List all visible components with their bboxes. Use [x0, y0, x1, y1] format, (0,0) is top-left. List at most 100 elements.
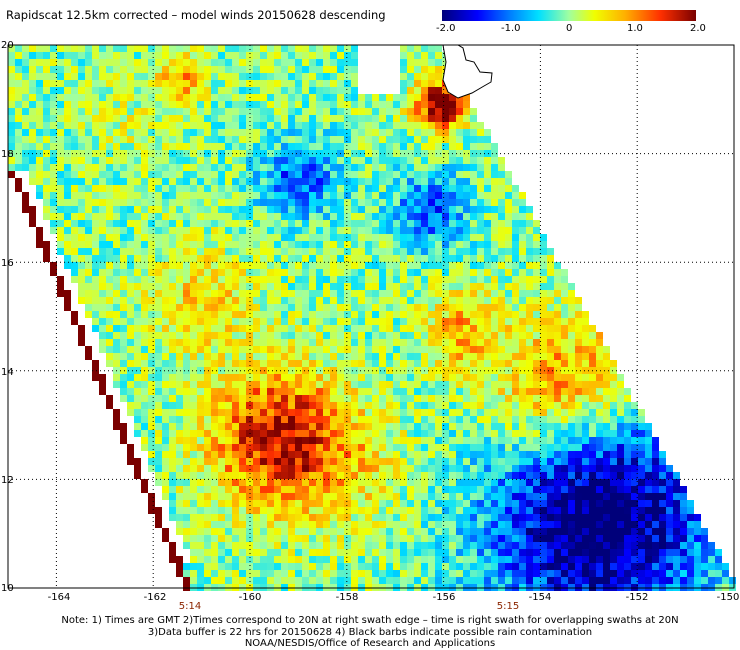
- swath-cell: [316, 122, 323, 129]
- swath-cell: [225, 255, 232, 262]
- swath-cell: [288, 353, 295, 360]
- swath-cell: [232, 416, 239, 423]
- swath-cell: [435, 129, 442, 136]
- swath-cell: [617, 458, 624, 465]
- swath-cell: [393, 241, 400, 248]
- swath-cell: [267, 150, 274, 157]
- swath-cell: [393, 500, 400, 507]
- swath-cell: [246, 80, 253, 87]
- swath-cell: [603, 416, 610, 423]
- swath-cell: [680, 493, 687, 500]
- swath-cell: [211, 514, 218, 521]
- swath-cell: [197, 528, 204, 535]
- swath-cell: [393, 458, 400, 465]
- swath-cell: [78, 164, 85, 171]
- swath-cell: [477, 395, 484, 402]
- swath-cell: [351, 59, 358, 66]
- swath-cell: [253, 500, 260, 507]
- swath-cell: [435, 108, 442, 115]
- swath-cell: [498, 192, 505, 199]
- swath-cell: [113, 192, 120, 199]
- swath-cell: [526, 367, 533, 374]
- swath-cell: [267, 115, 274, 122]
- swath-cell: [435, 332, 442, 339]
- swath-cell: [421, 66, 428, 73]
- swath-cell: [358, 479, 365, 486]
- swath-cell: [162, 528, 169, 535]
- swath-cell: [337, 297, 344, 304]
- swath-cell: [113, 325, 120, 332]
- swath-cell: [337, 290, 344, 297]
- swath-cell: [295, 255, 302, 262]
- swath-cell: [358, 402, 365, 409]
- swath-cell: [22, 101, 29, 108]
- swath-cell: [309, 178, 316, 185]
- swath-cell: [484, 346, 491, 353]
- swath-cell: [260, 248, 267, 255]
- swath-cell: [351, 234, 358, 241]
- swath-cell: [407, 283, 414, 290]
- swath-cell: [456, 395, 463, 402]
- swath-cell: [344, 507, 351, 514]
- swath-cell: [225, 157, 232, 164]
- swath-cell: [190, 143, 197, 150]
- swath-cell: [260, 262, 267, 269]
- swath-cell: [631, 402, 638, 409]
- swath-cell: [372, 318, 379, 325]
- swath-cell: [379, 388, 386, 395]
- swath-cell: [288, 276, 295, 283]
- swath-cell: [120, 360, 127, 367]
- swath-cell: [631, 423, 638, 430]
- swath-cell: [694, 528, 701, 535]
- swath-cell: [127, 409, 134, 416]
- swath-cell: [204, 353, 211, 360]
- swath-cell: [176, 255, 183, 262]
- swath-cell: [141, 66, 148, 73]
- swath-cell: [365, 290, 372, 297]
- swath-cell: [463, 402, 470, 409]
- swath-cell: [78, 73, 85, 80]
- swath-cell: [302, 241, 309, 248]
- swath-cell: [526, 220, 533, 227]
- swath-cell: [463, 185, 470, 192]
- swath-cell: [162, 381, 169, 388]
- swath-cell: [435, 395, 442, 402]
- swath-cell: [155, 52, 162, 59]
- swath-cell: [568, 416, 575, 423]
- swath-cell: [309, 465, 316, 472]
- swath-cell: [617, 486, 624, 493]
- swath-cell: [456, 227, 463, 234]
- swath-cell: [288, 115, 295, 122]
- swath-cell: [442, 388, 449, 395]
- swath-cell: [43, 185, 50, 192]
- swath-cell: [596, 465, 603, 472]
- swath-cell: [302, 122, 309, 129]
- swath-cell: [43, 101, 50, 108]
- swath-cell: [442, 304, 449, 311]
- swath-cell: [428, 80, 435, 87]
- swath-cell: [106, 122, 113, 129]
- swath-cell: [302, 164, 309, 171]
- swath-cell: [652, 507, 659, 514]
- swath-cell: [421, 108, 428, 115]
- swath-cell: [120, 374, 127, 381]
- swath-cell: [92, 276, 99, 283]
- swath-cell: [113, 262, 120, 269]
- swath-cell: [232, 59, 239, 66]
- swath-cell: [421, 500, 428, 507]
- swath-cell: [512, 248, 519, 255]
- swath-cell: [232, 437, 239, 444]
- swath-cell: [141, 255, 148, 262]
- swath-cell: [288, 437, 295, 444]
- swath-cell: [148, 234, 155, 241]
- swath-cell: [253, 290, 260, 297]
- swath-cell: [162, 479, 169, 486]
- swath-cell: [463, 122, 470, 129]
- swath-cell: [204, 486, 211, 493]
- swath-cell: [302, 94, 309, 101]
- swath-cell: [456, 416, 463, 423]
- swath-cell: [267, 136, 274, 143]
- swath-cell: [232, 45, 239, 52]
- swath-cell: [512, 479, 519, 486]
- swath-cell: [673, 521, 680, 528]
